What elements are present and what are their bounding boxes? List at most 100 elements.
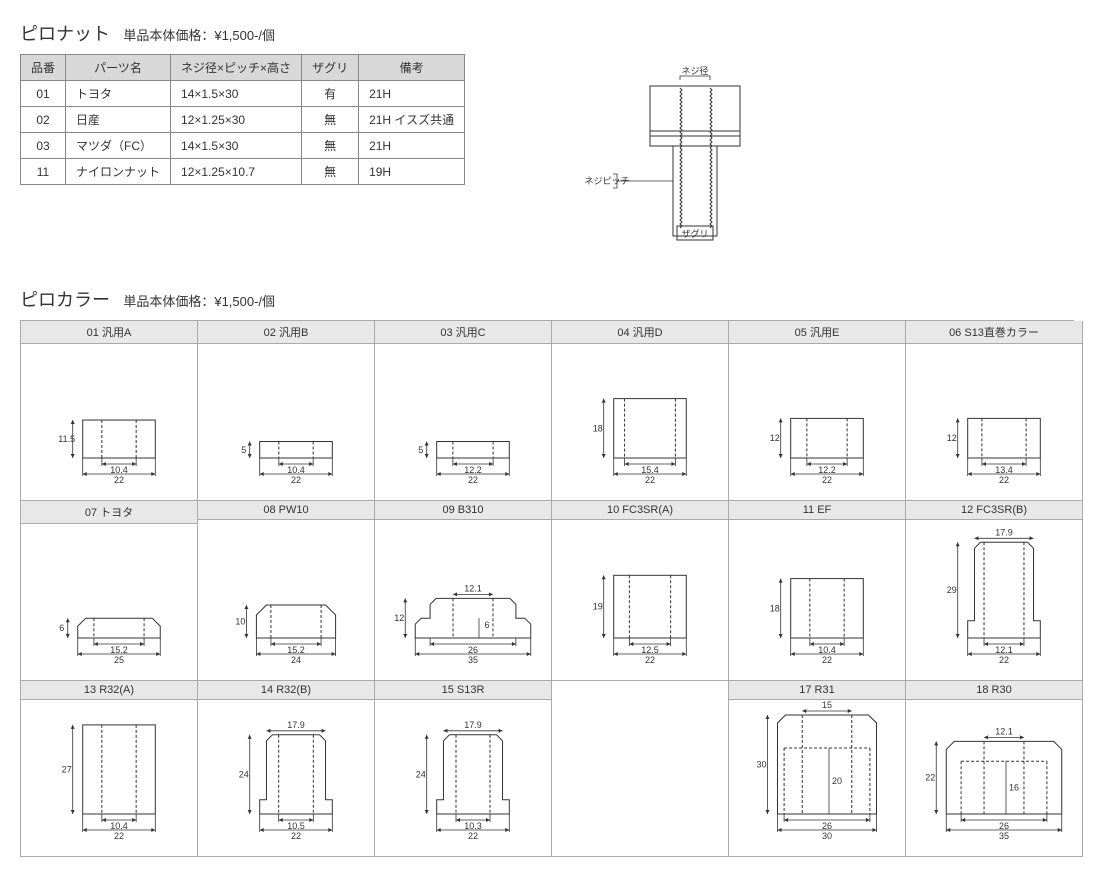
collar-cell: 03 汎用C512.222 xyxy=(375,321,552,501)
collar-title: ピロカラー xyxy=(20,286,110,312)
collar-cell: 11 EF1810.422 xyxy=(729,501,906,681)
svg-text:22: 22 xyxy=(822,475,832,485)
nut-subtitle: 単品本体価格：¥1,500-/個 xyxy=(123,25,275,44)
svg-text:12: 12 xyxy=(770,433,780,443)
svg-text:10.4: 10.4 xyxy=(287,465,305,475)
collar-drawing: 5 10.422 xyxy=(198,344,374,500)
svg-text:10.4: 10.4 xyxy=(110,465,128,475)
svg-text:19: 19 xyxy=(593,602,603,612)
nut-diagram: ザグリネジ径ネジピッチ xyxy=(545,56,805,256)
svg-text:5: 5 xyxy=(241,445,246,455)
svg-text:11.5: 11.5 xyxy=(58,434,75,444)
collar-cell: 09 B3101212.162635 xyxy=(375,501,552,681)
collar-label: 07 トヨタ xyxy=(21,501,197,524)
collar-drawing: 1912.522 xyxy=(552,520,728,680)
svg-text:18: 18 xyxy=(770,603,780,613)
collar-label: 10 FC3SR(A) xyxy=(552,501,728,520)
collar-cell: 02 汎用B 5 10.422 xyxy=(198,321,375,501)
nut-cell: 03 xyxy=(21,133,66,159)
svg-text:30: 30 xyxy=(822,831,832,841)
svg-text:22: 22 xyxy=(925,773,935,783)
nut-cell: 無 xyxy=(302,107,359,133)
svg-text:17.9: 17.9 xyxy=(287,720,305,730)
svg-text:22: 22 xyxy=(468,831,478,841)
collar-label: 05 汎用E xyxy=(729,321,905,344)
collar-label: 08 PW10 xyxy=(198,501,374,520)
nut-cell: 11 xyxy=(21,159,66,185)
svg-text:12: 12 xyxy=(947,433,957,443)
collar-drawing: 1212.162635 xyxy=(375,520,551,680)
svg-text:12.5: 12.5 xyxy=(641,645,659,655)
collar-grid: 01 汎用A11.510.42202 汎用B510.42203 汎用C512.2… xyxy=(20,320,1074,857)
nut-cell: マツダ（FC） xyxy=(66,133,171,159)
collar-subtitle: 単品本体価格：¥1,500-/個 xyxy=(123,291,275,310)
nut-cell: 14×1.5×30 xyxy=(171,133,302,159)
collar-drawing: 24 17.9 10.522 xyxy=(198,700,374,856)
nut-cell: ナイロンナット xyxy=(66,159,171,185)
collar-label: 18 R30 xyxy=(906,681,1082,700)
collar-label: 02 汎用B xyxy=(198,321,374,344)
nut-cell: 21H イスズ共通 xyxy=(359,107,465,133)
svg-text:17.9: 17.9 xyxy=(995,527,1013,537)
nut-col: ザグリ xyxy=(302,55,359,81)
svg-text:ザグリ: ザグリ xyxy=(682,228,709,239)
nut-cell: 日産 xyxy=(66,107,171,133)
nut-table: 品番パーツ名ネジ径×ピッチ×高さザグリ備考 01トヨタ14×1.5×30有21H… xyxy=(20,54,465,185)
svg-text:12.2: 12.2 xyxy=(818,465,836,475)
svg-text:12.1: 12.1 xyxy=(995,645,1013,655)
collar-cell: 04 汎用D1815.422 xyxy=(552,321,729,501)
collar-label: 09 B310 xyxy=(375,501,551,520)
svg-text:24: 24 xyxy=(291,655,301,665)
collar-cell: 14 R32(B) 24 17.9 10.522 xyxy=(198,681,375,857)
collar-cell: 18 R302212.1162635 xyxy=(906,681,1083,857)
collar-drawing: 2917.912.122 xyxy=(906,520,1082,680)
svg-text:26: 26 xyxy=(822,821,832,831)
svg-text:30: 30 xyxy=(756,760,766,770)
svg-text:35: 35 xyxy=(999,831,1009,841)
svg-text:22: 22 xyxy=(114,475,124,485)
nut-cell: 有 xyxy=(302,81,359,107)
collar-label: 01 汎用A xyxy=(21,321,197,344)
svg-text:6: 6 xyxy=(59,623,64,633)
svg-text:10.4: 10.4 xyxy=(110,821,128,831)
svg-text:10.5: 10.5 xyxy=(287,821,305,831)
svg-text:6: 6 xyxy=(484,620,489,630)
svg-text:24: 24 xyxy=(239,769,249,779)
nut-title: ピロナット xyxy=(20,20,110,46)
svg-text:29: 29 xyxy=(947,585,957,595)
collar-label: 11 EF xyxy=(729,501,905,520)
svg-text:35: 35 xyxy=(468,655,478,665)
nut-col: ネジ径×ピッチ×高さ xyxy=(171,55,302,81)
collar-cell: 15 S13R2417.910.322 xyxy=(375,681,552,857)
collar-drawing: 2710.422 xyxy=(21,700,197,856)
svg-text:22: 22 xyxy=(114,831,124,841)
collar-drawing: 1213.422 xyxy=(906,344,1082,500)
svg-text:15: 15 xyxy=(822,700,832,710)
svg-text:13.4: 13.4 xyxy=(995,465,1013,475)
collar-cell: 10 FC3SR(A)1912.522 xyxy=(552,501,729,681)
collar-label: 14 R32(B) xyxy=(198,681,374,700)
nut-cell: トヨタ xyxy=(66,81,171,107)
collar-drawing: 3015202630 xyxy=(729,700,905,856)
svg-text:15.2: 15.2 xyxy=(110,645,128,655)
collar-cell: 12 FC3SR(B)2917.912.122 xyxy=(906,501,1083,681)
svg-text:26: 26 xyxy=(999,821,1009,831)
svg-text:22: 22 xyxy=(291,831,301,841)
collar-drawing: 1815.422 xyxy=(552,344,728,500)
collar-drawing: 11.5 10.422 xyxy=(21,344,197,500)
svg-text:12.1: 12.1 xyxy=(464,583,482,593)
svg-text:22: 22 xyxy=(291,475,301,485)
collar-label: 06 S13直巻カラー xyxy=(906,321,1082,344)
nut-cell: 19H xyxy=(359,159,465,185)
collar-drawing: 12 12.222 xyxy=(729,344,905,500)
collar-cell: 05 汎用E 12 12.222 xyxy=(729,321,906,501)
svg-text:ネジ径: ネジ径 xyxy=(682,65,709,76)
svg-text:15.4: 15.4 xyxy=(641,465,659,475)
collar-cell: 01 汎用A 11.5 10.422 xyxy=(21,321,198,501)
nut-cell: 21H xyxy=(359,133,465,159)
nut-cell: 02 xyxy=(21,107,66,133)
svg-text:22: 22 xyxy=(645,475,655,485)
collar-label: 04 汎用D xyxy=(552,321,728,344)
collar-drawing: 1810.422 xyxy=(729,520,905,680)
nut-cell: 12×1.25×30 xyxy=(171,107,302,133)
